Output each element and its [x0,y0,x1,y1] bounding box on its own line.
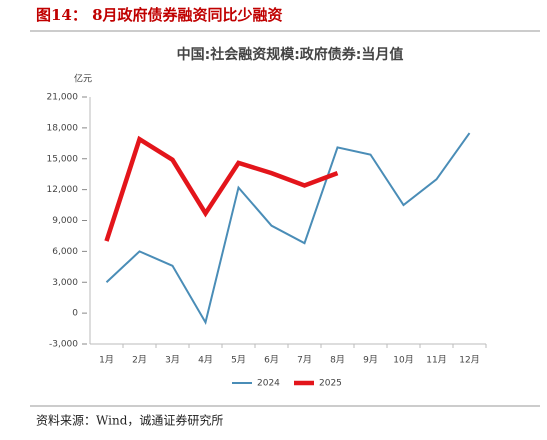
x-tick-label: 10月 [393,355,413,366]
source: 资料来源：Wind，诚通证券研究所 [36,413,223,428]
x-tick-label: 3月 [165,355,180,366]
y-tick-label: 12,000 [47,185,79,195]
x-tick-label: 8月 [330,355,345,366]
chart-title: 中国:社会融资规模:政府债券:当月值 [177,46,404,63]
y-tick-label: 15,000 [47,154,79,164]
y-tick-label: 0 [72,309,78,319]
legend-label: 2024 [257,379,280,389]
y-unit: 亿元 [74,73,92,85]
y-tick-label: 18,000 [47,123,79,133]
x-tick-label: 4月 [198,355,213,366]
series-line [105,132,471,326]
x-tick-label: 1月 [99,355,114,366]
figure-title: 图14： 8月政府债券融资同比少融资 [36,6,283,24]
y-tick-label: 9,000 [52,216,78,226]
x-tick-label: 6月 [264,355,279,366]
y-tick-label: -3,000 [49,340,78,350]
x-tick-label: 7月 [297,355,312,366]
x-tick-label: 5月 [231,355,246,366]
y-tick-label: 21,000 [47,93,79,103]
x-tick-label: 9月 [363,355,378,366]
series-line [104,135,339,242]
x-tick-label: 11月 [426,355,446,366]
y-tick-label: 6,000 [52,247,78,257]
x-tick-label: 12月 [459,355,479,366]
y-tick-label: 3,000 [52,278,78,288]
x-tick-label: 2月 [132,355,147,366]
legend-label: 2025 [319,379,342,389]
